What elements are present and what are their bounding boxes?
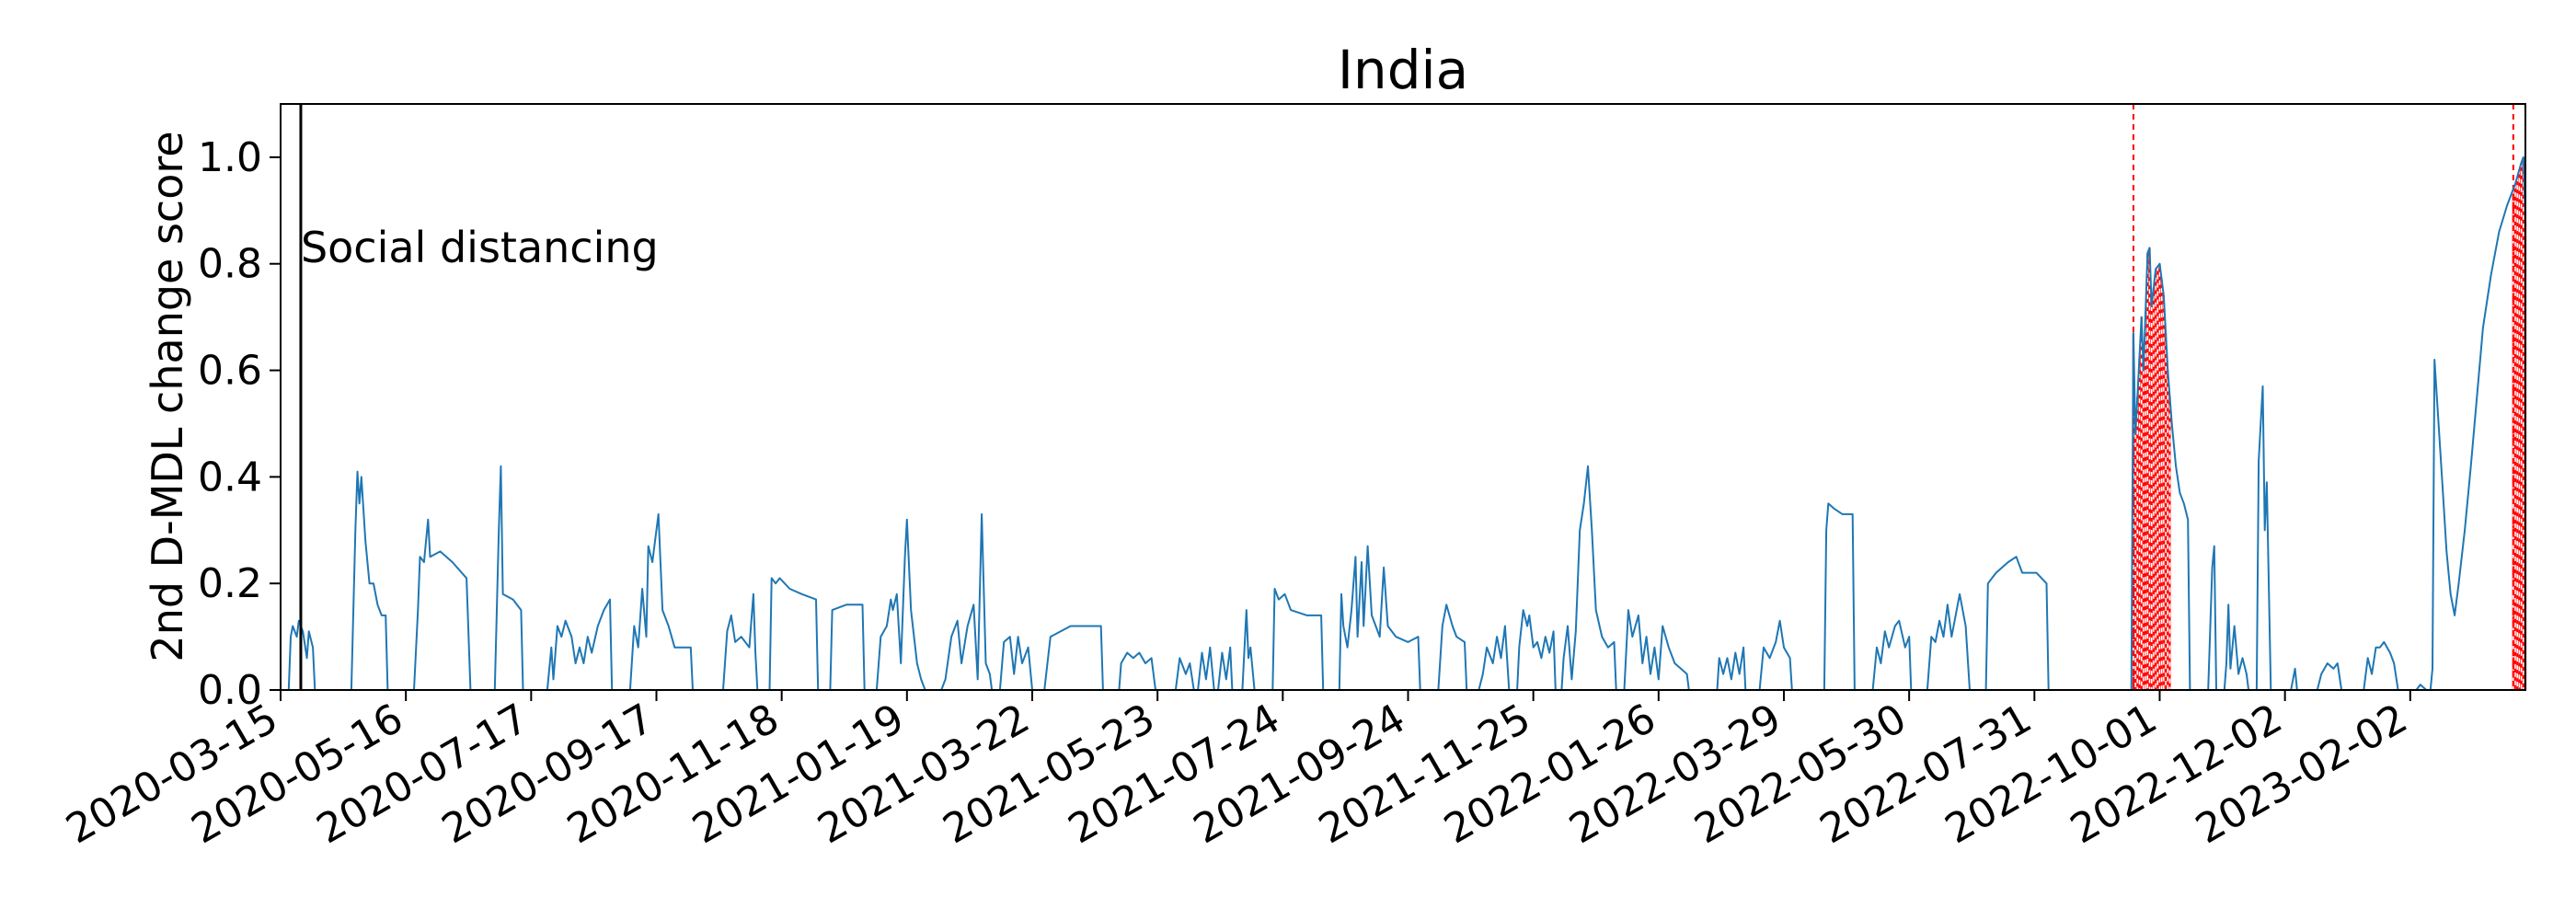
y-tick-label: 0.6 xyxy=(198,348,262,395)
social-distancing-label: Social distancing xyxy=(301,223,659,272)
alarm-bar xyxy=(2136,397,2139,690)
y-tick-label: 0.2 xyxy=(198,560,262,607)
alarm-bar xyxy=(2148,247,2151,690)
alarm-bar xyxy=(2168,397,2171,690)
alarm-bar xyxy=(2162,295,2165,690)
alarm-bar xyxy=(2145,311,2147,690)
chart-title: India xyxy=(1338,39,1468,101)
series-line xyxy=(287,155,2526,691)
y-axis: 0.0 0.2 0.4 0.6 0.8 1.0 xyxy=(198,134,281,714)
plot-frame xyxy=(280,103,2526,691)
y-axis-title: 2nd D-MDL change score xyxy=(143,131,192,661)
alarm-bar xyxy=(2513,183,2517,690)
y-tick-label: 0.0 xyxy=(198,667,262,714)
event-markers: Social distancing xyxy=(299,104,659,690)
alarm-bar xyxy=(2158,263,2161,690)
y-tick-label: 1.0 xyxy=(198,134,262,181)
series-lines xyxy=(287,155,2526,691)
y-tick-label: 0.8 xyxy=(198,241,262,288)
plot-area: Social distancing xyxy=(280,103,2527,691)
y-tick-label: 0.4 xyxy=(198,454,262,500)
alarm-bar xyxy=(2160,280,2163,690)
alarm-bar xyxy=(2156,266,2159,690)
alarm-bar xyxy=(2520,162,2523,690)
alarm-regions xyxy=(2132,104,2527,691)
alarm-bar xyxy=(2516,177,2519,690)
x-axis: 2020-03-152020-05-162020-07-172020-09-17… xyxy=(59,690,2415,853)
